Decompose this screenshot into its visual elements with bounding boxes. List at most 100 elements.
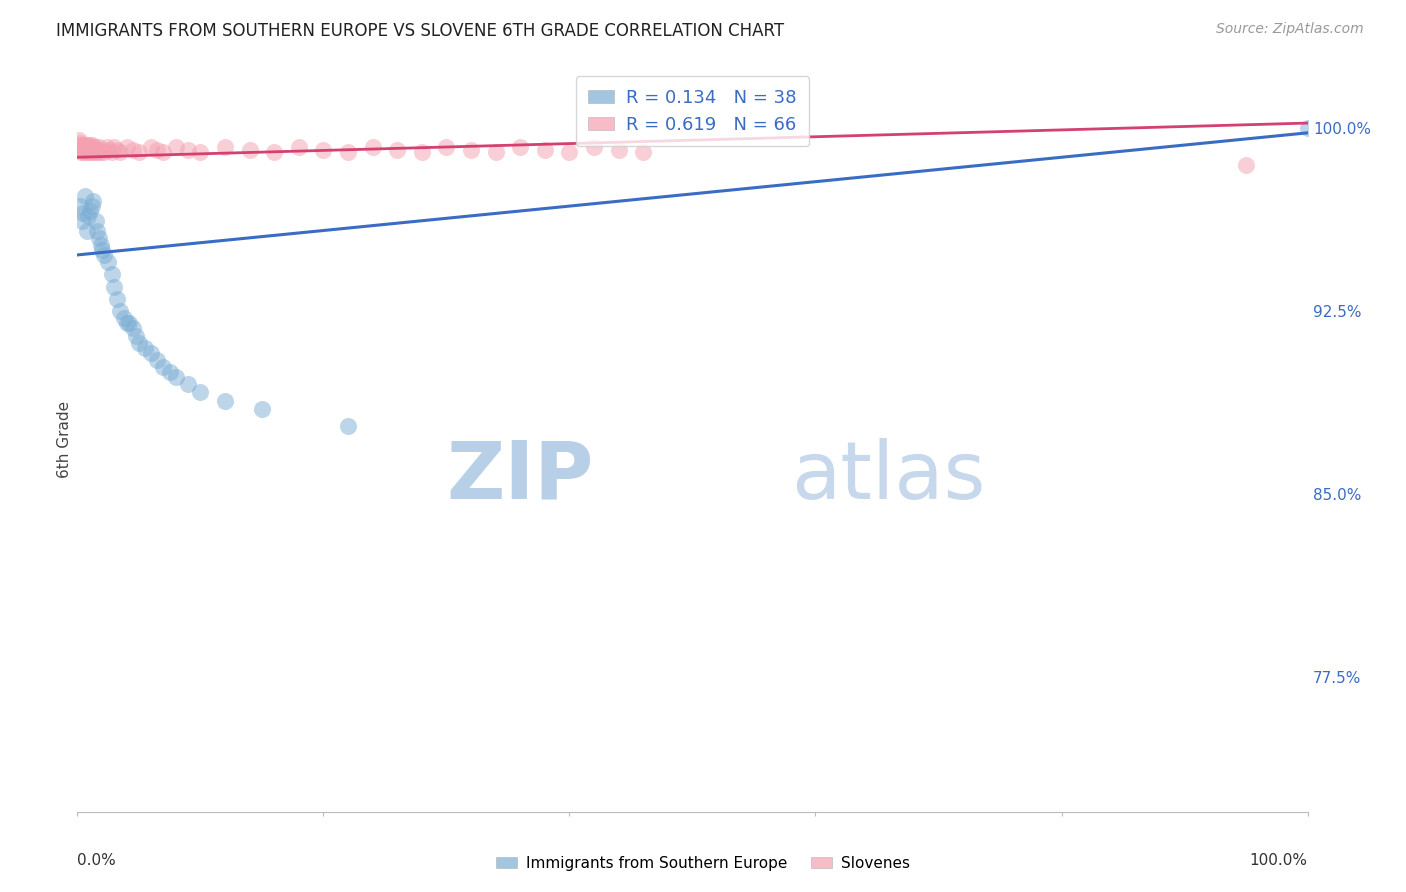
Point [263, 145, 285, 160]
Point [76, 143, 98, 157]
Point [80, 140, 103, 154]
Point [70, 213, 93, 227]
Point [1234, 158, 1257, 172]
Point [141, 345, 163, 359]
Point [436, 140, 458, 154]
Point [72, 206, 94, 220]
Point [89, 140, 111, 154]
Point [112, 311, 135, 326]
Point [583, 140, 606, 154]
Point [90, 238, 112, 252]
Point [70, 138, 93, 153]
Point [558, 145, 581, 160]
Point [125, 328, 148, 343]
Point [115, 316, 138, 330]
Point [73, 189, 96, 203]
Point [73, 138, 96, 153]
Point [165, 140, 187, 154]
Point [411, 145, 433, 160]
Point [69, 136, 91, 150]
Point [460, 143, 482, 157]
Point [90, 243, 114, 257]
Legend: R = 0.134   N = 38, R = 0.619   N = 66: R = 0.134 N = 38, R = 0.619 N = 66 [575, 76, 810, 146]
Point [82, 145, 104, 160]
Point [77, 140, 100, 154]
Point [337, 418, 360, 433]
Point [70, 138, 93, 153]
Text: Source: ZipAtlas.com: Source: ZipAtlas.com [1216, 22, 1364, 37]
Point [105, 292, 128, 306]
Point [103, 279, 125, 293]
Point [118, 316, 141, 330]
Point [75, 145, 97, 160]
Point [84, 145, 107, 160]
Point [97, 255, 120, 269]
Text: 0.0%: 0.0% [77, 853, 117, 868]
Point [146, 353, 169, 368]
Point [115, 140, 138, 154]
Point [128, 335, 150, 350]
Point [101, 145, 124, 160]
Point [93, 248, 115, 262]
Point [79, 138, 101, 153]
Point [76, 223, 98, 237]
Point [98, 143, 121, 157]
Point [77, 209, 100, 223]
Point [134, 341, 156, 355]
Point [103, 140, 125, 154]
Point [159, 365, 181, 379]
Y-axis label: 6th Grade: 6th Grade [56, 401, 72, 478]
Point [86, 143, 108, 157]
Point [250, 401, 273, 416]
Point [165, 370, 187, 384]
Text: 100.0%: 100.0% [1250, 853, 1308, 868]
Point [485, 145, 508, 160]
Text: ZIP: ZIP [447, 438, 595, 516]
Point [361, 140, 384, 154]
Point [83, 140, 105, 154]
Point [337, 145, 360, 160]
Point [84, 213, 107, 227]
Point [70, 143, 93, 157]
Point [152, 360, 174, 375]
Point [76, 138, 98, 153]
Point [73, 143, 96, 157]
Text: atlas: atlas [792, 438, 986, 516]
Point [1296, 120, 1319, 135]
Point [67, 133, 90, 147]
Point [79, 204, 101, 219]
Point [190, 145, 212, 160]
Point [146, 143, 169, 157]
Point [93, 145, 115, 160]
Point [607, 143, 630, 157]
Point [82, 199, 104, 213]
Point [239, 143, 262, 157]
Point [90, 143, 114, 157]
Point [214, 140, 236, 154]
Point [82, 194, 104, 209]
Point [70, 145, 93, 160]
Point [387, 143, 409, 157]
Point [75, 140, 97, 154]
Point [177, 143, 200, 157]
Point [82, 138, 104, 153]
Point [72, 140, 94, 154]
Point [152, 145, 174, 160]
Point [82, 143, 104, 157]
Point [86, 223, 108, 237]
Point [110, 145, 132, 160]
Point [214, 394, 236, 409]
Legend: Immigrants from Southern Europe, Slovenes: Immigrants from Southern Europe, Slovene… [489, 850, 917, 877]
Point [121, 143, 143, 157]
Point [90, 145, 112, 160]
Point [80, 145, 103, 160]
Point [69, 199, 91, 213]
Point [87, 145, 110, 160]
Point [72, 145, 94, 160]
Point [89, 231, 111, 245]
Point [69, 140, 91, 154]
Point [177, 377, 200, 392]
Point [141, 140, 163, 154]
Point [105, 143, 128, 157]
Point [121, 321, 143, 335]
